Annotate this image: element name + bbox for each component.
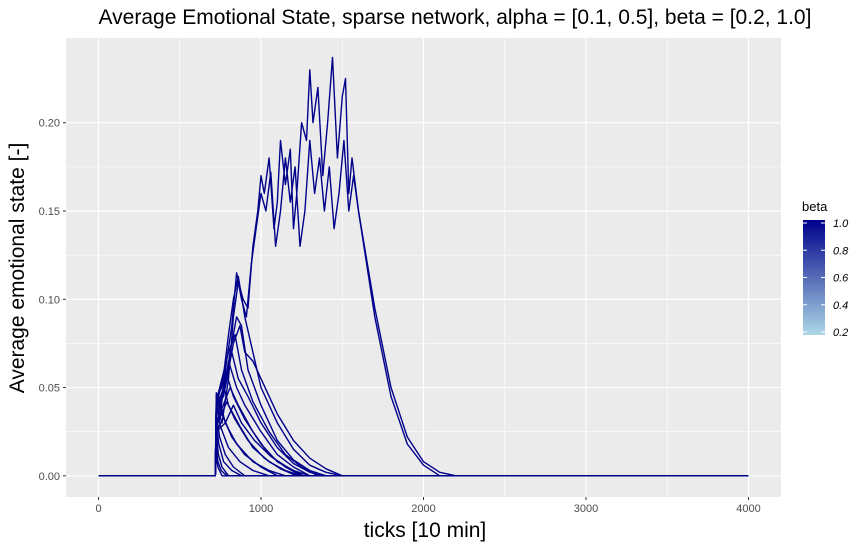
legend-tick-label: 1.0 xyxy=(833,218,849,230)
legend-title: beta xyxy=(802,199,828,214)
y-tick-label: 0.05 xyxy=(39,383,60,395)
chart-title: Average Emotional State, sparse network,… xyxy=(99,6,812,29)
y-tick-label: 0.20 xyxy=(39,118,60,130)
legend-tick-label: 0.2 xyxy=(833,327,848,339)
legend-colorbar xyxy=(803,220,825,335)
legend-tick-label: 0.4 xyxy=(833,300,848,312)
x-axis-ticks: 0 1000 2000 3000 4000 xyxy=(95,497,761,515)
x-tick-label: 3000 xyxy=(574,503,598,515)
y-axis-ticks: 0.00 0.05 0.10 0.15 0.20 xyxy=(39,118,66,483)
y-tick-label: 0.00 xyxy=(39,471,60,483)
x-axis-title: ticks [10 min] xyxy=(364,519,487,542)
y-tick-label: 0.15 xyxy=(39,206,60,218)
legend-ticks: 1.0 0.8 0.6 0.4 0.2 xyxy=(803,218,849,339)
legend-tick-label: 0.8 xyxy=(833,245,849,257)
color-legend: beta 1.0 0.8 0.6 0.4 0.2 xyxy=(802,199,849,339)
series-line-22 xyxy=(98,453,749,477)
legend-tick-label: 0.6 xyxy=(833,273,849,285)
y-axis-title: Average emotional state [-] xyxy=(6,143,29,394)
series-layer xyxy=(98,56,749,477)
x-tick-label: 4000 xyxy=(736,503,760,515)
x-tick-label: 2000 xyxy=(411,503,435,515)
y-tick-label: 0.10 xyxy=(39,294,60,306)
x-tick-label: 1000 xyxy=(249,503,273,515)
x-tick-label: 0 xyxy=(95,503,101,515)
